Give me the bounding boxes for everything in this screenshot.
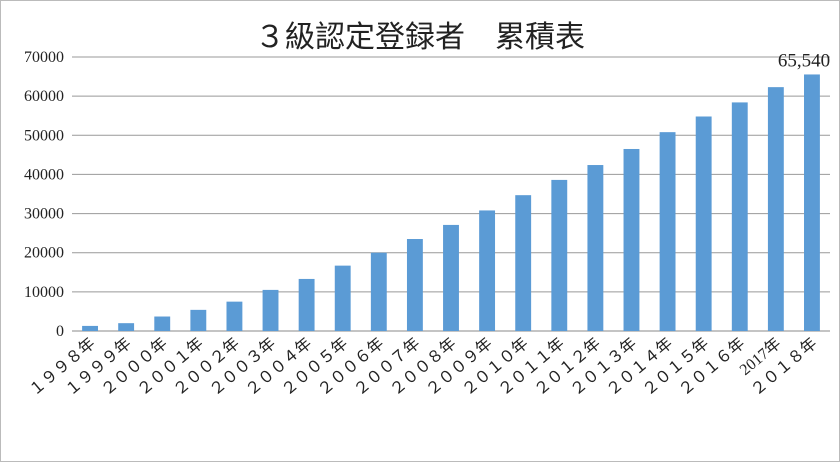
bar [334,265,351,331]
chart-title: ３級認定登録者 累積表 [255,21,585,54]
y-tick-label: 40000 [24,166,64,183]
y-tick-label: 50000 [24,127,64,144]
value-label: 65,540 [778,50,830,71]
bar [154,316,171,331]
bar [767,87,784,331]
bar [190,309,207,331]
bar [443,224,459,331]
bar [551,179,568,331]
bar [82,325,98,331]
bar [587,165,604,331]
bar [804,74,820,332]
y-tick-label: 10000 [24,284,64,301]
y-tick-label: 60000 [24,88,64,105]
y-tick-label: 20000 [24,245,64,262]
bar [479,210,496,331]
y-tick-label: 30000 [24,206,64,223]
bar [731,102,748,331]
y-tick-label: 0 [56,323,64,340]
bar [406,239,423,331]
bar [298,278,315,331]
bar [659,132,676,331]
bar [370,252,387,331]
bar [695,116,712,331]
bar [226,301,243,331]
bar [262,289,279,331]
bar [623,148,640,331]
y-tick-label: 70000 [24,49,64,66]
bar [118,323,135,331]
bar [515,195,532,331]
